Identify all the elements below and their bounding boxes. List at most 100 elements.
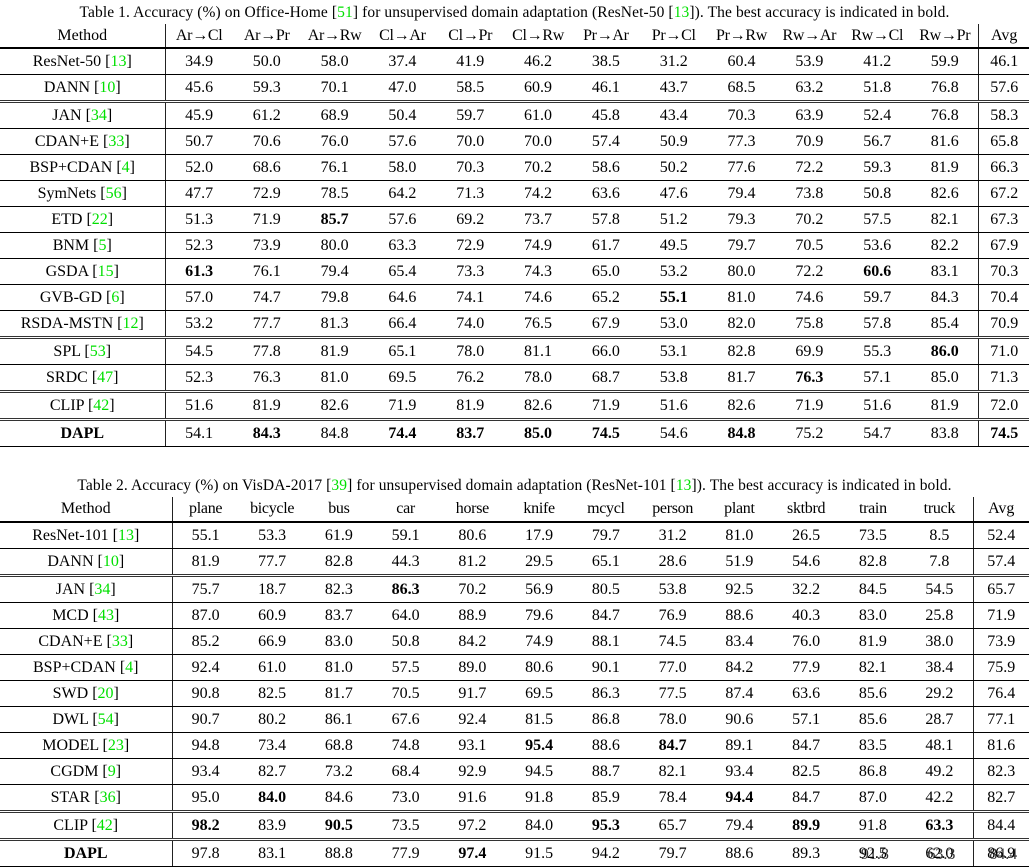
value-cell: 41.9 bbox=[436, 48, 505, 75]
value-text: 87.0 bbox=[858, 788, 887, 806]
value-text: 84.8 bbox=[727, 424, 756, 442]
value-text: 95.0 bbox=[191, 788, 220, 806]
value-cell: 72.2 bbox=[775, 258, 844, 285]
value-text: 70.2 bbox=[795, 210, 824, 228]
method-cell: BSP+CDAN [4] bbox=[0, 654, 172, 681]
value-cell: 75.7 bbox=[171, 575, 239, 603]
value-cell: 80.2 bbox=[238, 706, 306, 733]
value-cell: 83.7 bbox=[305, 602, 373, 629]
avg-value-cell: 84.4 bbox=[972, 811, 1029, 841]
value-cell: 81.0 bbox=[706, 522, 773, 549]
method-cell: RSDA-MSTN [12] bbox=[0, 310, 165, 339]
value-text: 64.2 bbox=[388, 184, 417, 202]
value-cell: 85.7 bbox=[300, 206, 369, 233]
citation-bracket: ] bbox=[119, 288, 125, 306]
value-text: 74.2 bbox=[524, 184, 553, 202]
value-cell: 28.7 bbox=[906, 706, 973, 733]
value-cell: 86.8 bbox=[572, 706, 640, 733]
value-cell: 79.3 bbox=[707, 206, 776, 233]
method-cell: GVB-GD [6] bbox=[0, 284, 165, 311]
value-cell: 55.1 bbox=[171, 522, 239, 549]
value-text: 83.0 bbox=[858, 606, 887, 624]
value-text: 84.7 bbox=[792, 736, 821, 754]
value-cell: 58.6 bbox=[571, 154, 640, 181]
value-text: 60.9 bbox=[524, 78, 553, 96]
value-text: 73.8 bbox=[795, 184, 824, 202]
value-text: 55.1 bbox=[191, 526, 220, 544]
value-text: 95.4 bbox=[525, 736, 554, 754]
value-text: 84.2 bbox=[725, 658, 754, 676]
value-cell: 76.1 bbox=[232, 258, 301, 285]
value-text: 88.6 bbox=[725, 606, 754, 624]
value-text: 81.0 bbox=[324, 658, 353, 676]
value-text: 71.3 bbox=[990, 368, 1019, 386]
value-text: 18.7 bbox=[258, 580, 287, 598]
value-cell: 18.7 bbox=[238, 575, 306, 603]
value-text: 81.9 bbox=[858, 632, 887, 650]
value-cell: 90.7 bbox=[171, 706, 239, 733]
value-text: 82.2 bbox=[930, 236, 959, 254]
value-text: 88.7 bbox=[591, 762, 620, 780]
value-text: 90.5 bbox=[324, 816, 353, 834]
table-row: ResNet-50 [13] 34.9 50.0 58.0 37.4 41.9 46.2 38… bbox=[0, 48, 1029, 75]
citation-number: 56 bbox=[105, 184, 122, 202]
value-cell: 92.5 bbox=[706, 575, 773, 603]
value-text: 66.4 bbox=[388, 314, 417, 332]
value-text: 28.6 bbox=[658, 552, 687, 570]
value-cell: 57.1 bbox=[772, 706, 840, 733]
value-cell: 94.4 bbox=[706, 784, 773, 813]
avg-value-cell: 81.6 bbox=[972, 732, 1029, 759]
value-cell: 82.2 bbox=[911, 232, 979, 259]
value-text: 42.2 bbox=[925, 788, 954, 806]
method-cell: SWD [20] bbox=[0, 680, 172, 707]
value-text: 82.1 bbox=[858, 658, 887, 676]
value-cell: 74.6 bbox=[504, 284, 572, 311]
value-text: 81.3 bbox=[320, 314, 349, 332]
value-text: 82.3 bbox=[324, 580, 353, 598]
method-name: JAN [ bbox=[52, 106, 91, 124]
value-text: 59.3 bbox=[252, 78, 281, 96]
value-cell: 74.2 bbox=[504, 180, 572, 207]
value-cell: 65.4 bbox=[368, 258, 437, 285]
value-cell: 73.5 bbox=[372, 811, 439, 841]
value-text: 91.6 bbox=[458, 788, 487, 806]
method-cell: ETD [22] bbox=[0, 206, 165, 233]
value-text: 71.9 bbox=[795, 396, 824, 414]
value-text: 79.7 bbox=[591, 526, 620, 544]
method-name: CLIP [ bbox=[49, 396, 94, 414]
value-text: 53.8 bbox=[659, 368, 688, 386]
caption-text: ]). The best accuracy is indicated in bo… bbox=[689, 4, 950, 21]
value-text: 81.9 bbox=[930, 396, 959, 414]
value-text: 82.6 bbox=[320, 396, 349, 414]
value-cell: 97.4 bbox=[439, 839, 506, 867]
value-cell: 53.1 bbox=[639, 337, 708, 365]
column-header: Rw→Cl bbox=[843, 24, 912, 49]
value-text: 60.6 bbox=[863, 262, 892, 280]
value-cell: 74.6 bbox=[775, 284, 844, 311]
method-cell: SymNets [56] bbox=[0, 180, 165, 207]
method-name: GSDA [ bbox=[45, 262, 98, 280]
value-text: 74.3 bbox=[524, 262, 553, 280]
value-text: 81.0 bbox=[725, 526, 754, 544]
table-header: Method plane bicycle bus car horse knife mcycl p… bbox=[0, 497, 1029, 523]
value-cell: 51.3 bbox=[164, 206, 233, 233]
value-text: 76.4 bbox=[987, 684, 1016, 702]
value-text: 76.1 bbox=[320, 158, 349, 176]
value-text: 83.7 bbox=[456, 424, 485, 442]
value-cell: 74.5 bbox=[571, 419, 640, 447]
value-cell: 70.9 bbox=[775, 128, 844, 155]
value-cell: 69.5 bbox=[505, 680, 573, 707]
avg-value-cell: 70.4 bbox=[978, 284, 1029, 311]
avg-value-cell: 74.5 bbox=[978, 419, 1029, 447]
avg-value-cell: 76.4 bbox=[972, 680, 1029, 707]
value-cell: 78.5 bbox=[300, 180, 369, 207]
value-cell: 72.9 bbox=[436, 232, 505, 259]
value-cell: 38.5 bbox=[571, 48, 640, 75]
value-cell: 61.0 bbox=[238, 654, 306, 681]
value-text: 75.8 bbox=[795, 314, 824, 332]
value-cell: 81.9 bbox=[232, 391, 301, 421]
value-text: 80.0 bbox=[320, 236, 349, 254]
value-text: 58.0 bbox=[388, 158, 417, 176]
column-header: train bbox=[839, 497, 907, 523]
value-text: 68.5 bbox=[727, 78, 756, 96]
